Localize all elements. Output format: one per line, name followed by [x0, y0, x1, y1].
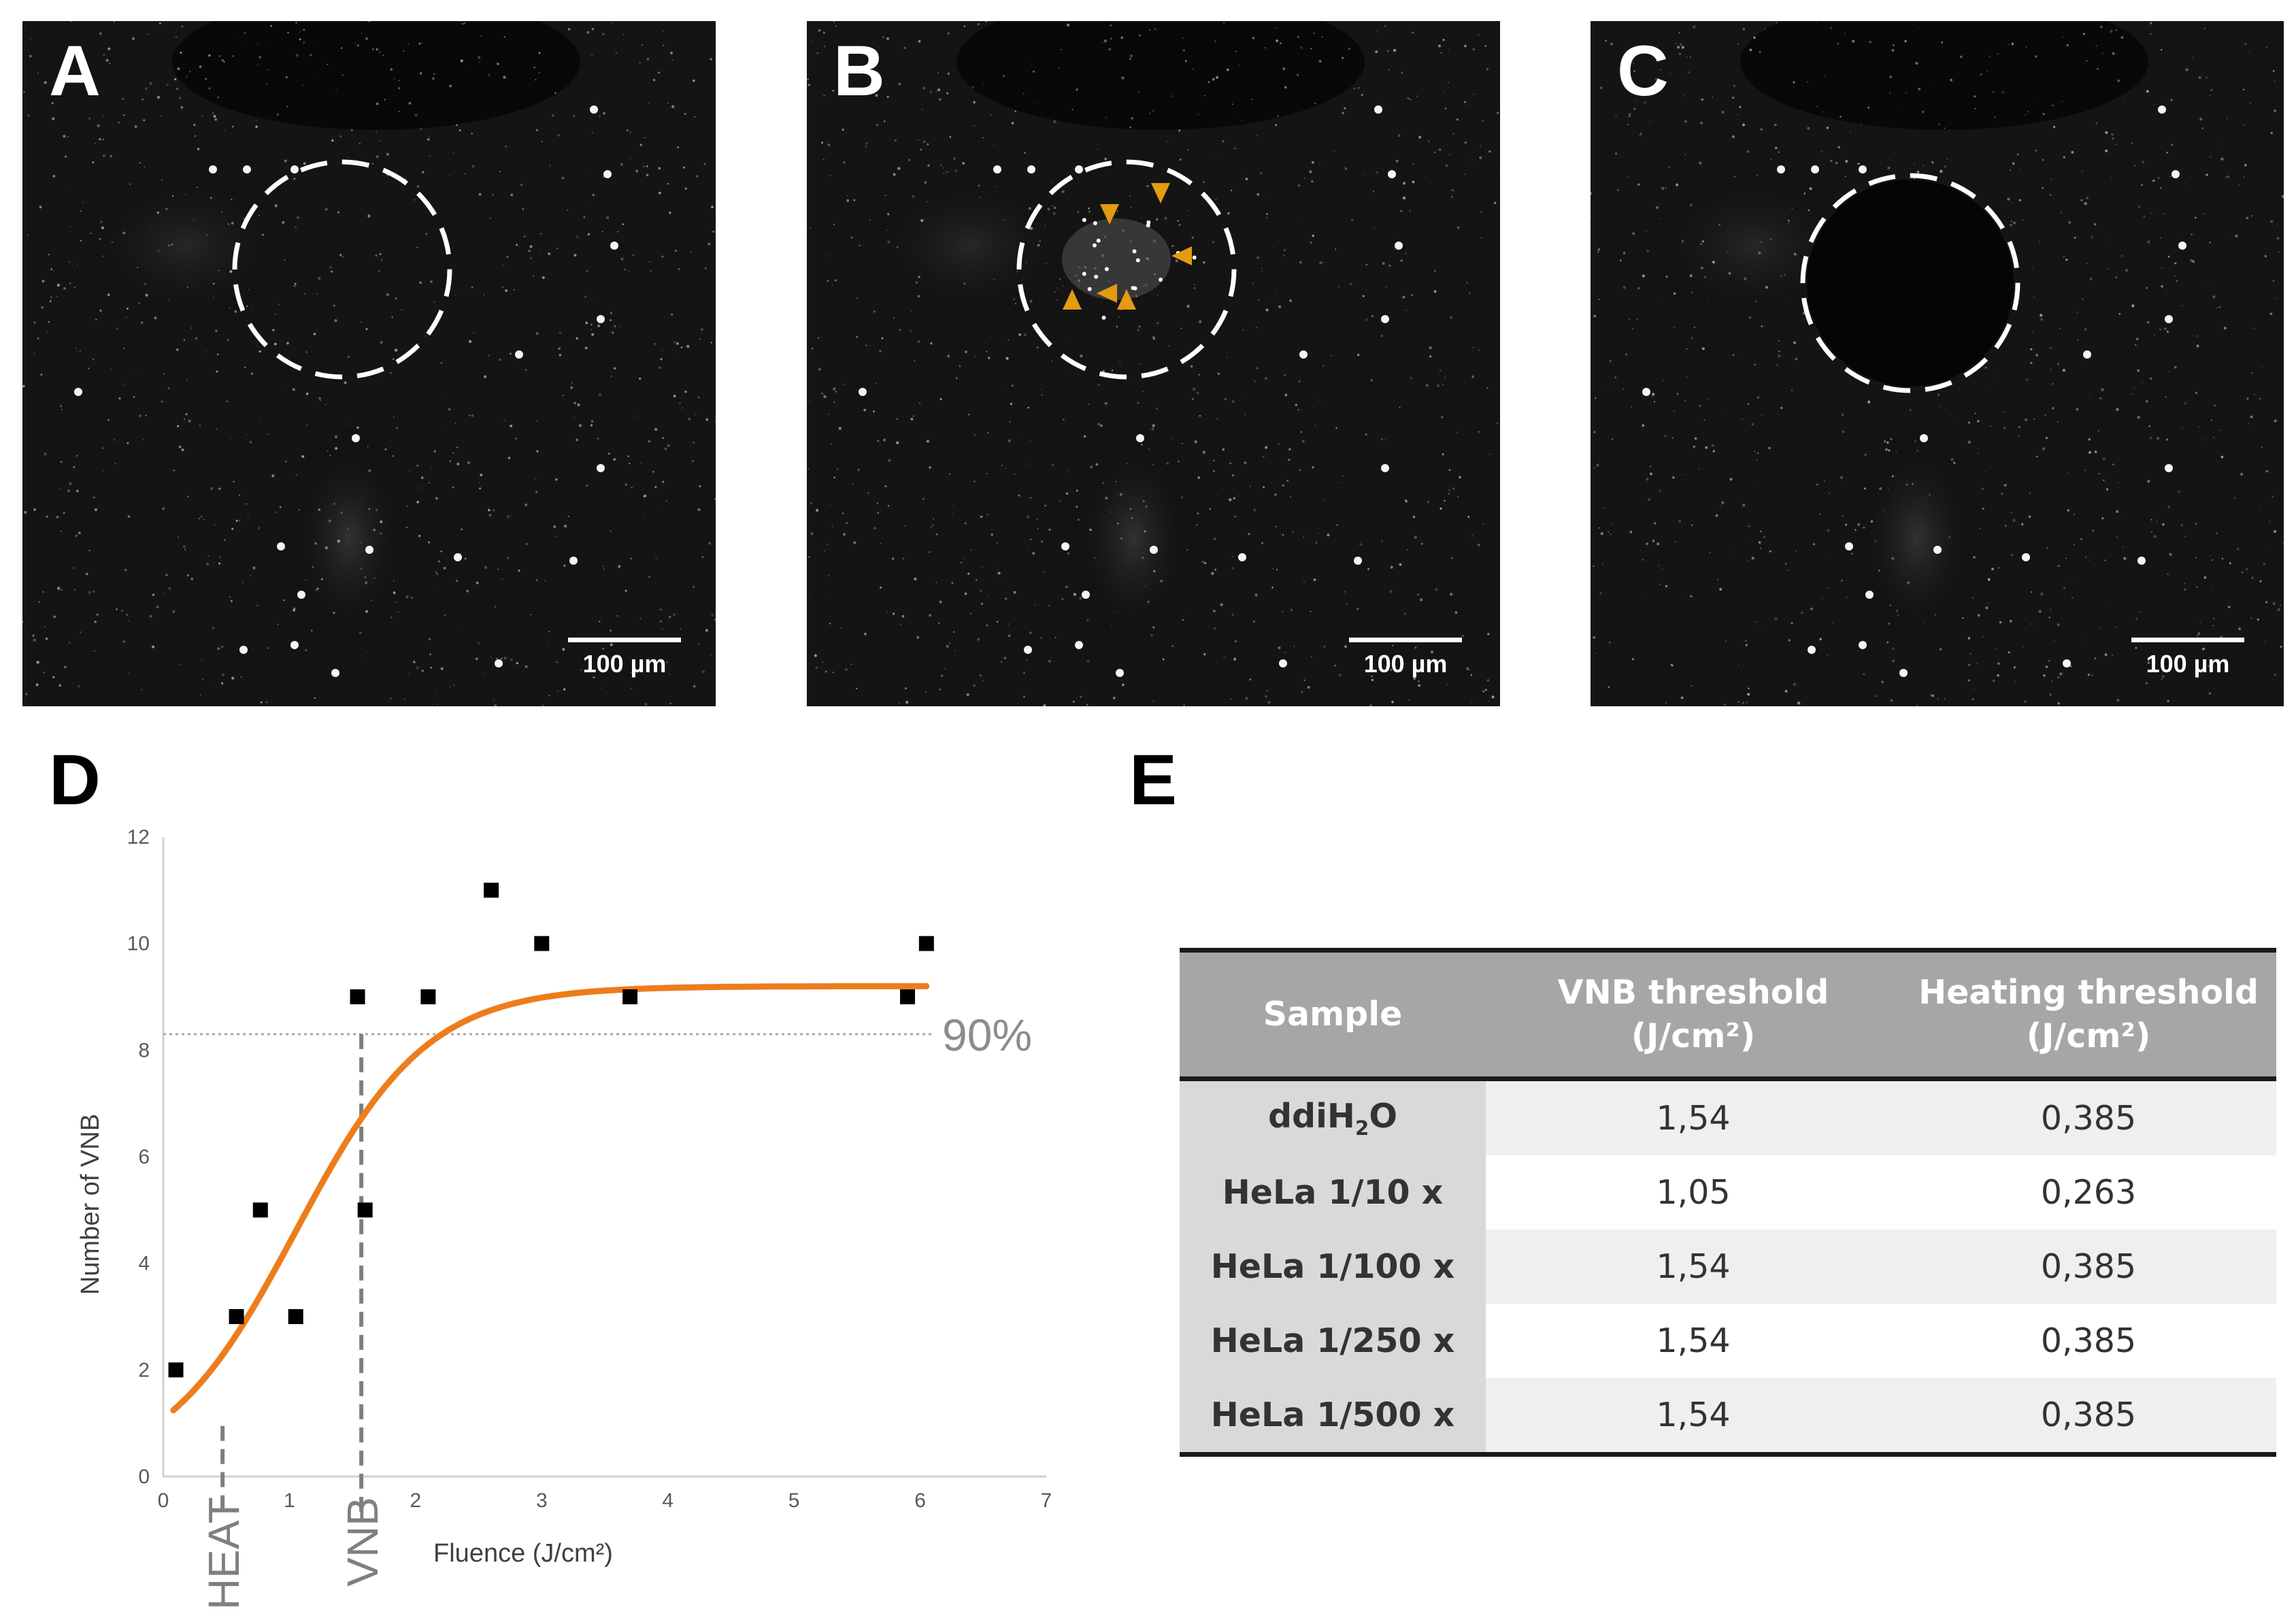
data-point	[900, 989, 916, 1004]
sample-subscript: 2	[1354, 1116, 1369, 1140]
panel-label-d: D	[49, 740, 101, 820]
scale-label-c: 100 µm	[2146, 650, 2230, 678]
cell-sample: ddiH2O	[1180, 1078, 1486, 1155]
cell-vnb-threshold: 1,54	[1486, 1230, 1901, 1304]
table-row: HeLa 1/250 x 1,54 0,385	[1180, 1304, 2276, 1378]
data-point	[357, 1202, 373, 1218]
cell-vnb-threshold: 1,54	[1486, 1304, 1901, 1378]
cell-sample: HeLa 1/500 x	[1180, 1378, 1486, 1452]
sample-name: ddiH	[1267, 1097, 1355, 1136]
cell-vnb-threshold: 1,54	[1486, 1078, 1901, 1155]
data-point	[918, 936, 934, 951]
cell-vnb-threshold: 1,05	[1486, 1155, 1901, 1230]
marker-label-vnb: VNB	[338, 1497, 387, 1587]
panel-label-b: B	[833, 31, 885, 111]
cell-heating-threshold: 0,385	[1901, 1078, 2276, 1155]
x-tick-label: 1	[284, 1489, 295, 1512]
cell-heating-threshold: 0,385	[1901, 1230, 2276, 1304]
header-vnb-threshold: VNB threshold (J/cm²)	[1486, 953, 1901, 1079]
scale-label-a: 100 µm	[582, 650, 667, 678]
table-row: HeLa 1/500 x 1,54 0,385	[1180, 1378, 2276, 1452]
data-point	[252, 1202, 268, 1218]
cell-sample: HeLa 1/250 x	[1180, 1304, 1486, 1378]
data-point	[420, 989, 436, 1004]
sample-name: HeLa 1/250 x	[1210, 1321, 1455, 1360]
header-heating-threshold: Heating threshold (J/cm²)	[1901, 953, 2276, 1079]
table-row: HeLa 1/10 x 1,05 0,263	[1180, 1155, 2276, 1230]
x-axis-label: Fluence (J/cm²)	[433, 1539, 613, 1568]
table-row: ddiH2O 1,54 0,385	[1180, 1078, 2276, 1155]
data-point	[168, 1362, 184, 1378]
cell-heating-threshold: 0,263	[1901, 1155, 2276, 1230]
table-row: HeLa 1/100 x 1,54 0,385	[1180, 1230, 2276, 1304]
y-tick-label: 6	[138, 1146, 150, 1168]
y-tick-label: 0	[138, 1466, 150, 1488]
scale-bar-b	[1349, 638, 1462, 642]
y-tick-label: 8	[138, 1039, 150, 1061]
x-tick-label: 7	[1041, 1489, 1052, 1512]
cell-vnb-threshold: 1,54	[1486, 1378, 1901, 1452]
cell-sample: HeLa 1/100 x	[1180, 1230, 1486, 1304]
y-tick-label: 12	[127, 826, 150, 848]
x-tick-label: 6	[914, 1489, 926, 1512]
panel-label-a: A	[49, 31, 101, 111]
fit-curve	[170, 983, 930, 1414]
marker-label-heat: HEAT	[199, 1497, 248, 1610]
threshold-table: Sample VNB threshold (J/cm²) Heating thre…	[1180, 948, 2276, 1457]
threshold-90-label: 90%	[942, 1010, 1032, 1060]
y-tick-label: 10	[127, 933, 150, 955]
x-tick-label: 5	[788, 1489, 800, 1512]
cell-sample: HeLa 1/10 x	[1180, 1155, 1486, 1230]
x-tick-label: 3	[536, 1489, 548, 1512]
scale-bar-a	[568, 638, 681, 642]
data-point	[229, 1309, 244, 1324]
y-tick-label: 2	[138, 1359, 150, 1381]
y-tick-label: 4	[138, 1253, 150, 1275]
data-point	[484, 883, 499, 898]
panel-label-e: E	[1129, 740, 1178, 820]
x-tick-label: 0	[158, 1489, 169, 1512]
cell-heating-threshold: 0,385	[1901, 1378, 2276, 1452]
sample-name-tail: O	[1369, 1097, 1398, 1136]
y-axis-label: Number of VNB	[76, 1114, 105, 1295]
panel-label-c: C	[1617, 31, 1669, 111]
scale-label-b: 100 µm	[1363, 650, 1448, 678]
data-point	[288, 1309, 303, 1324]
data-point	[534, 936, 550, 951]
scale-bar-c	[2131, 638, 2244, 642]
sample-name: HeLa 1/100 x	[1210, 1247, 1455, 1286]
micrograph-a	[22, 21, 716, 706]
x-tick-label: 4	[662, 1489, 673, 1512]
micrograph-c	[1591, 21, 2284, 706]
sample-name: HeLa 1/500 x	[1210, 1396, 1455, 1434]
data-point	[622, 989, 638, 1004]
micrograph-b	[807, 21, 1500, 706]
sample-name: HeLa 1/10 x	[1222, 1173, 1444, 1212]
header-sample: Sample	[1180, 953, 1486, 1079]
cell-heating-threshold: 0,385	[1901, 1304, 2276, 1378]
data-point	[350, 989, 365, 1004]
x-tick-label: 2	[410, 1489, 422, 1512]
